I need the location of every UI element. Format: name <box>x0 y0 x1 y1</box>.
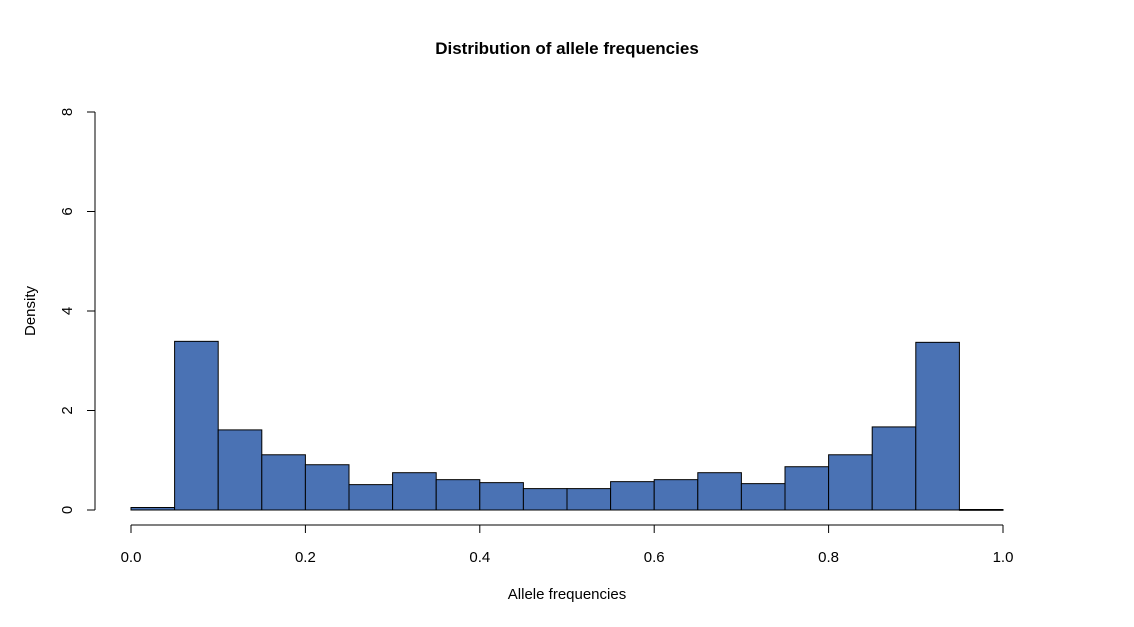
x-axis-label: Allele frequencies <box>508 586 626 603</box>
x-tick-label: 0.8 <box>818 549 839 566</box>
x-axis: 0.0 0.2 0.4 0.6 0.8 1.0 <box>121 524 1014 566</box>
histogram-bar <box>174 340 219 511</box>
histogram-bar <box>479 482 524 511</box>
y-axis: 0 2 4 6 8 <box>59 108 96 514</box>
histogram-bar <box>697 472 742 511</box>
y-axis-label: Density <box>22 285 39 336</box>
bars-group <box>130 340 1004 511</box>
histogram-bar <box>217 429 263 511</box>
histogram-bar <box>653 479 699 511</box>
y-tick-label: 8 <box>59 108 76 116</box>
histogram-bar <box>958 509 1004 511</box>
x-tick-label: 0.4 <box>469 549 490 566</box>
histogram-bar <box>435 479 481 511</box>
y-tick-label: 4 <box>59 307 76 315</box>
x-tick-label: 0.0 <box>121 549 142 566</box>
histogram-bar <box>915 341 960 511</box>
histogram-bar <box>610 481 655 511</box>
y-tick-label: 6 <box>59 207 76 215</box>
histogram-bar <box>261 454 306 511</box>
histogram-bar <box>871 426 917 511</box>
histogram-bar <box>392 472 437 511</box>
histogram-bar <box>828 454 873 511</box>
y-tick-label: 2 <box>59 406 76 414</box>
histogram-bar <box>566 488 612 511</box>
histogram-bar <box>348 484 394 511</box>
y-tick-label: 0 <box>59 506 76 514</box>
x-tick-label: 1.0 <box>993 549 1014 566</box>
histogram-bar <box>784 466 830 511</box>
x-tick-label: 0.6 <box>644 549 665 566</box>
histogram-bar <box>740 483 786 511</box>
histogram-bar <box>130 507 176 511</box>
histogram-bar <box>304 464 350 511</box>
chart-title: Distribution of allele frequencies <box>435 39 699 58</box>
histogram-bar <box>522 488 568 511</box>
x-tick-label: 0.2 <box>295 549 316 566</box>
